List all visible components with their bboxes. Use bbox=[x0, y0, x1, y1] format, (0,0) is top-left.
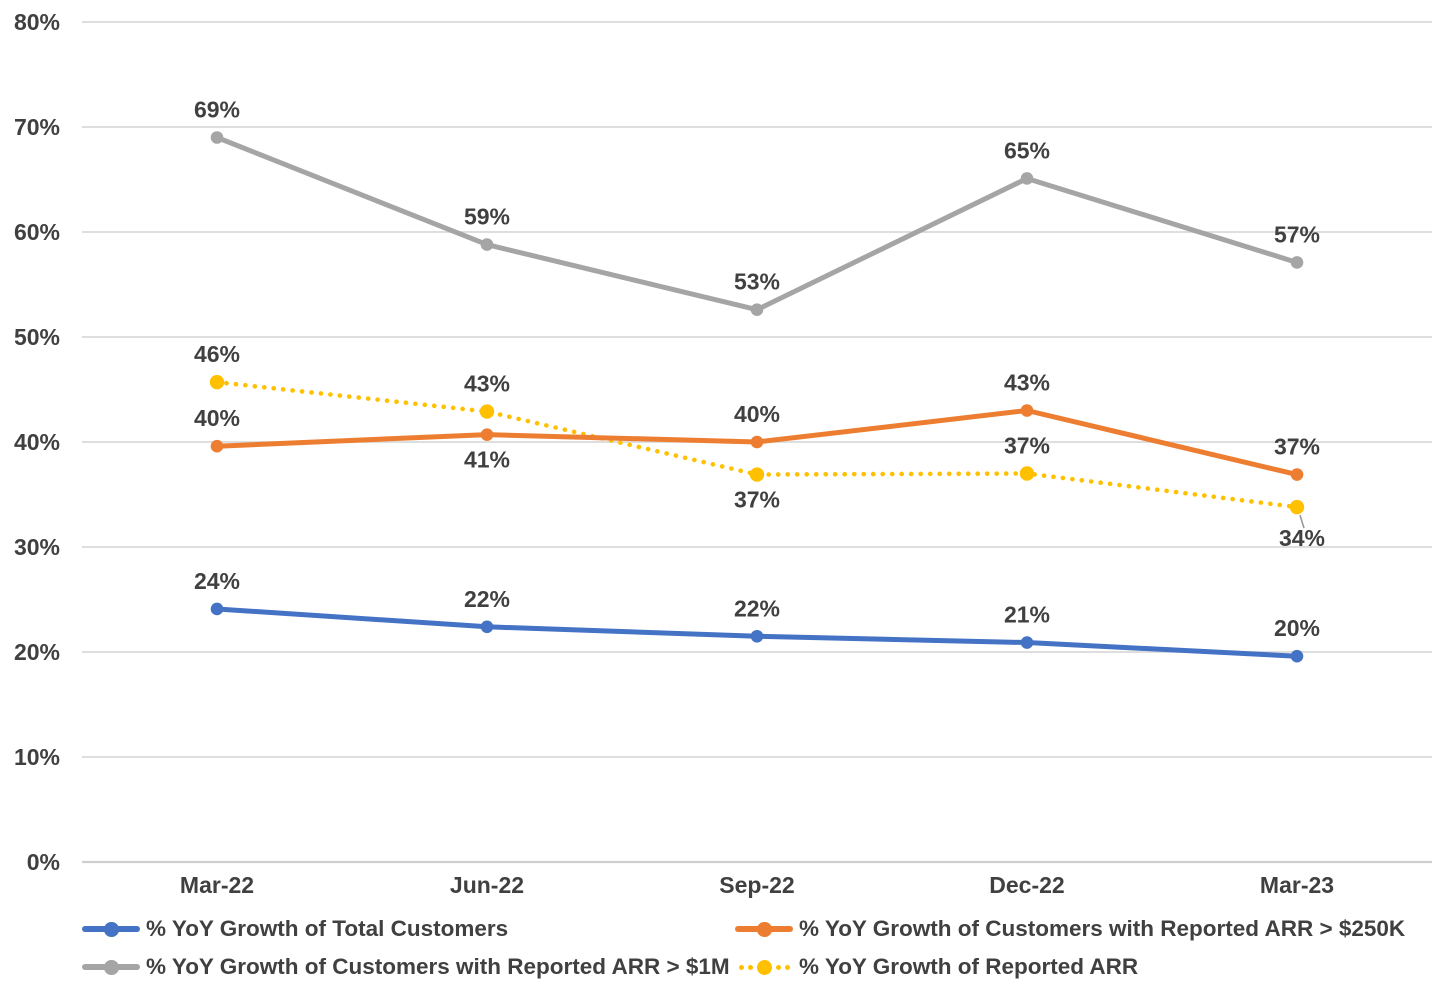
data-point-marker bbox=[1290, 468, 1304, 481]
data-point-marker bbox=[750, 303, 764, 317]
y-tick-label: 0% bbox=[27, 849, 60, 875]
legend-line-dot-icon bbox=[735, 915, 793, 943]
data-label: 37% bbox=[1004, 433, 1050, 459]
data-point-marker bbox=[1290, 256, 1304, 269]
data-label: 40% bbox=[734, 401, 780, 427]
data-label: 34% bbox=[1279, 525, 1325, 551]
legend-label: % YoY Growth of Customers with Reported … bbox=[799, 916, 1406, 941]
legend-item-total-customers: % YoY Growth of Total Customers bbox=[82, 915, 508, 943]
legend-label: % YoY Growth of Customers with Reported … bbox=[146, 954, 730, 979]
y-tick-label: 70% bbox=[14, 114, 60, 140]
data-point-marker bbox=[480, 238, 494, 251]
data-point-marker bbox=[1289, 499, 1305, 515]
data-label: 65% bbox=[1004, 137, 1050, 163]
data-point-marker bbox=[749, 467, 765, 482]
data-point-marker bbox=[210, 131, 224, 144]
legend-line-dot-icon bbox=[82, 915, 140, 943]
legend-line-dot-icon bbox=[82, 953, 140, 981]
legend-item-arr-1m: % YoY Growth of Customers with Reported … bbox=[82, 953, 730, 981]
data-label: 37% bbox=[1274, 434, 1320, 460]
legend-dotted-line-icon bbox=[735, 953, 793, 981]
legend-item-reported-arr: % YoY Growth of Reported ARR bbox=[735, 953, 1138, 981]
data-labels: 24% 22% 22% 21% 20% 40% 41% 40% 43% 37% 69% 59% 53% 6… bbox=[194, 97, 1325, 642]
data-label: 40% bbox=[194, 405, 240, 431]
x-tick-label: Jun-22 bbox=[450, 872, 524, 898]
data-point-marker bbox=[480, 428, 494, 441]
data-label: 53% bbox=[734, 269, 780, 295]
data-point-marker bbox=[480, 620, 494, 634]
data-point-marker bbox=[210, 602, 224, 616]
data-label: 43% bbox=[1004, 370, 1050, 396]
y-tick-label: 20% bbox=[14, 639, 60, 665]
data-label: 37% bbox=[734, 487, 780, 513]
line-chart: 0% 10% 20% 30% 40% 50% 60% 70% 80% Mar-22 Jun-22 Se… bbox=[14, 9, 1432, 898]
data-point-marker bbox=[1019, 466, 1035, 481]
y-tick-label: 30% bbox=[14, 534, 60, 560]
data-label: 59% bbox=[464, 204, 510, 230]
x-tick-label: Mar-22 bbox=[180, 872, 254, 898]
data-label: 22% bbox=[734, 595, 780, 621]
legend-label: % YoY Growth of Reported ARR bbox=[799, 954, 1139, 979]
data-label: 20% bbox=[1274, 615, 1320, 641]
data-label: 57% bbox=[1274, 221, 1320, 247]
data-point-marker bbox=[210, 439, 224, 453]
data-point-marker bbox=[750, 629, 764, 643]
series-lines bbox=[209, 131, 1305, 663]
x-tick-label: Mar-23 bbox=[1260, 872, 1334, 898]
y-tick-label: 60% bbox=[14, 219, 60, 245]
y-axis-labels: 0% 10% 20% 30% 40% 50% 60% 70% 80% bbox=[14, 9, 60, 875]
label-leader-line bbox=[1299, 514, 1305, 529]
x-tick-label: Dec-22 bbox=[989, 872, 1064, 898]
data-label: 22% bbox=[464, 586, 510, 612]
data-label: 46% bbox=[194, 341, 240, 367]
x-axis-labels: Mar-22 Jun-22 Sep-22 Dec-22 Mar-23 bbox=[180, 872, 1334, 898]
data-point-marker bbox=[1020, 172, 1034, 185]
data-label: 43% bbox=[464, 371, 510, 397]
data-point-marker bbox=[479, 404, 495, 419]
y-tick-label: 50% bbox=[14, 324, 60, 350]
data-label: 24% bbox=[194, 568, 240, 594]
x-tick-label: Sep-22 bbox=[719, 872, 794, 898]
data-point-marker bbox=[1020, 404, 1034, 417]
y-tick-label: 40% bbox=[14, 429, 60, 455]
data-label: 69% bbox=[194, 97, 240, 123]
data-point-marker bbox=[1290, 649, 1304, 663]
y-tick-label: 10% bbox=[14, 744, 60, 770]
legend-label: % YoY Growth of Total Customers bbox=[146, 916, 509, 941]
data-point-marker bbox=[750, 435, 764, 449]
y-tick-label: 80% bbox=[14, 9, 60, 35]
data-point-marker bbox=[209, 374, 225, 390]
legend-item-arr-250k: % YoY Growth of Customers with Reported … bbox=[735, 915, 1405, 943]
data-label: 21% bbox=[1004, 602, 1050, 628]
data-point-marker bbox=[1020, 636, 1034, 649]
data-label: 41% bbox=[464, 447, 510, 473]
